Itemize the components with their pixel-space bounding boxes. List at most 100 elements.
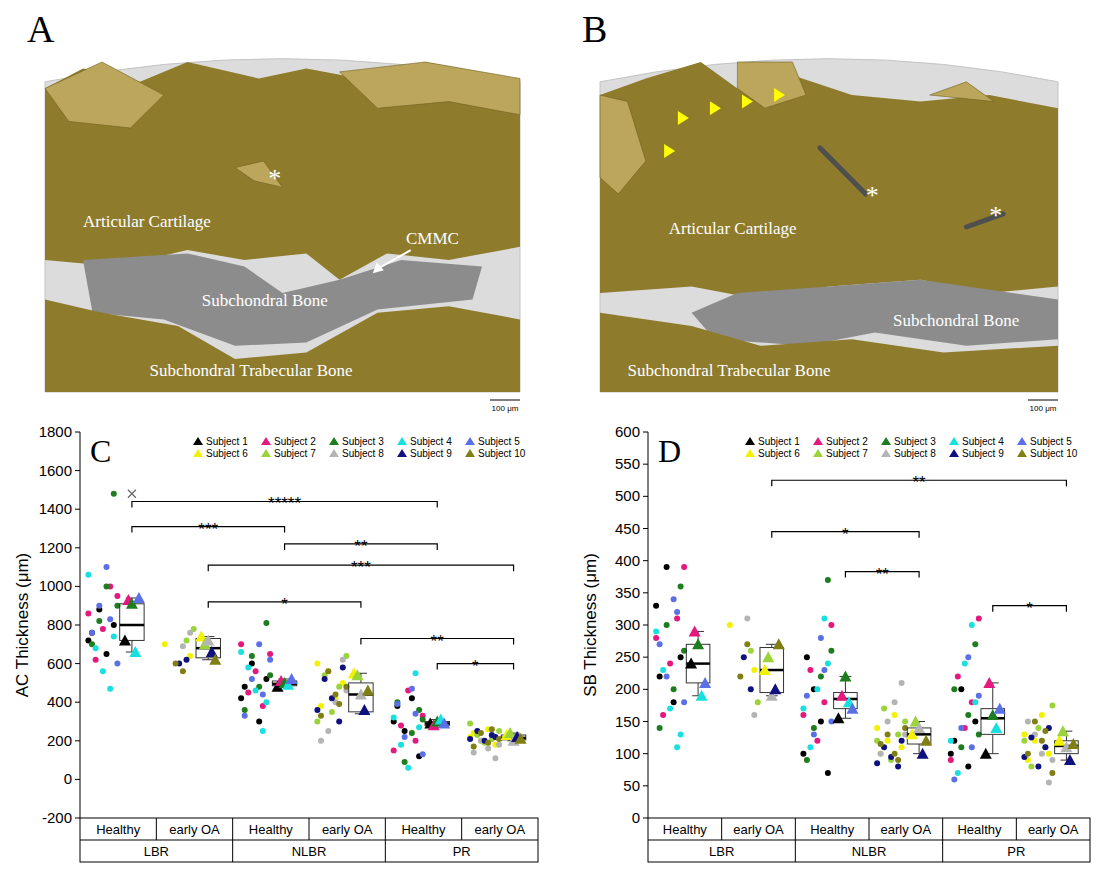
legend-swatch bbox=[193, 449, 203, 457]
data-point bbox=[340, 657, 346, 663]
data-point bbox=[242, 707, 248, 713]
scale-bar bbox=[490, 400, 520, 401]
data-point bbox=[471, 749, 477, 755]
subject-mean bbox=[689, 625, 701, 636]
legend-swatch bbox=[465, 437, 475, 445]
data-point bbox=[267, 657, 273, 663]
legend-label: Subject 8 bbox=[342, 448, 384, 459]
data-point bbox=[391, 715, 397, 721]
data-point bbox=[402, 734, 408, 740]
legend-swatch bbox=[745, 437, 755, 445]
yellow-arrowhead bbox=[710, 101, 721, 115]
data-point bbox=[744, 616, 750, 622]
legend-swatch bbox=[261, 449, 271, 457]
data-point bbox=[955, 674, 961, 680]
data-point bbox=[184, 637, 190, 643]
data-point bbox=[256, 719, 262, 725]
legend-swatch bbox=[329, 437, 339, 445]
y-tick bbox=[643, 785, 648, 786]
data-point bbox=[800, 712, 806, 718]
data-point bbox=[1035, 764, 1041, 770]
scale-bar bbox=[1028, 400, 1058, 401]
data-point bbox=[85, 572, 91, 578]
data-point bbox=[111, 491, 117, 497]
data-point bbox=[965, 654, 971, 660]
data-point bbox=[821, 699, 827, 705]
y-tick bbox=[643, 432, 648, 433]
data-point bbox=[653, 628, 659, 634]
data-point bbox=[1021, 731, 1027, 737]
subject-mean bbox=[920, 735, 932, 746]
subject-mean bbox=[1064, 754, 1076, 765]
subject-mean bbox=[351, 669, 363, 680]
y-tick bbox=[75, 586, 80, 587]
data-point bbox=[885, 719, 891, 725]
data-point bbox=[1049, 770, 1055, 776]
category-label: Healthy bbox=[957, 822, 1002, 837]
data-point bbox=[902, 719, 908, 725]
data-point bbox=[807, 667, 813, 673]
data-point bbox=[409, 686, 415, 692]
region-label: PR bbox=[1007, 844, 1025, 859]
data-point bbox=[318, 713, 324, 719]
data-point bbox=[485, 746, 491, 752]
data-point bbox=[249, 653, 255, 659]
y-tick-label: 1400 bbox=[39, 500, 72, 517]
category-label: early OA bbox=[733, 822, 784, 837]
y-tick-label: 600 bbox=[615, 423, 640, 440]
data-point bbox=[878, 751, 884, 757]
significance-label: * bbox=[842, 525, 849, 544]
y-tick-label: 0 bbox=[64, 770, 72, 787]
significance-label: *** bbox=[198, 520, 218, 539]
data-point bbox=[814, 686, 820, 692]
data-point bbox=[114, 593, 120, 599]
legend-label: Subject 7 bbox=[274, 448, 316, 459]
outlier bbox=[128, 490, 136, 498]
legend-label: Subject 6 bbox=[206, 448, 248, 459]
surface-texture bbox=[45, 62, 164, 128]
data-point bbox=[825, 577, 831, 583]
data-point bbox=[976, 693, 982, 699]
data-point bbox=[825, 661, 831, 667]
subject-mean bbox=[1057, 725, 1069, 736]
region-label: Articular Cartilage bbox=[669, 219, 797, 238]
legend-swatch bbox=[881, 437, 891, 445]
data-point bbox=[965, 712, 971, 718]
significance-label: *** bbox=[351, 558, 371, 577]
legend-label: Subject 10 bbox=[478, 448, 526, 459]
legend-swatch bbox=[949, 437, 959, 445]
data-point bbox=[1028, 735, 1034, 741]
data-point bbox=[885, 731, 891, 737]
data-point bbox=[325, 728, 331, 734]
data-point bbox=[657, 725, 663, 731]
region-label: CMMC bbox=[406, 229, 459, 248]
data-point bbox=[253, 688, 259, 694]
data-point bbox=[93, 657, 99, 663]
legend-label: Subject 2 bbox=[826, 436, 868, 447]
scale-bar-label: 100 μm bbox=[492, 404, 519, 413]
data-point bbox=[804, 757, 810, 763]
data-point bbox=[1049, 702, 1055, 708]
data-point bbox=[800, 751, 806, 757]
data-point bbox=[85, 610, 91, 616]
data-point bbox=[895, 731, 901, 737]
data-point bbox=[948, 751, 954, 757]
data-point bbox=[485, 740, 491, 746]
asterisk: * bbox=[268, 164, 281, 193]
data-point bbox=[471, 744, 477, 750]
data-point bbox=[492, 755, 498, 761]
y-tick-label: 250 bbox=[615, 648, 640, 665]
data-point bbox=[678, 731, 684, 737]
surface-texture bbox=[340, 62, 521, 115]
y-tick bbox=[75, 547, 80, 548]
data-point bbox=[325, 668, 331, 674]
significance-label: ***** bbox=[268, 494, 301, 513]
category-label: early OA bbox=[322, 822, 373, 837]
data-point bbox=[1042, 728, 1048, 734]
data-point bbox=[111, 634, 117, 640]
data-point bbox=[674, 744, 680, 750]
y-tick bbox=[643, 689, 648, 690]
data-point bbox=[948, 757, 954, 763]
legend-label: Subject 8 bbox=[894, 448, 936, 459]
category-label: Healthy bbox=[249, 822, 294, 837]
